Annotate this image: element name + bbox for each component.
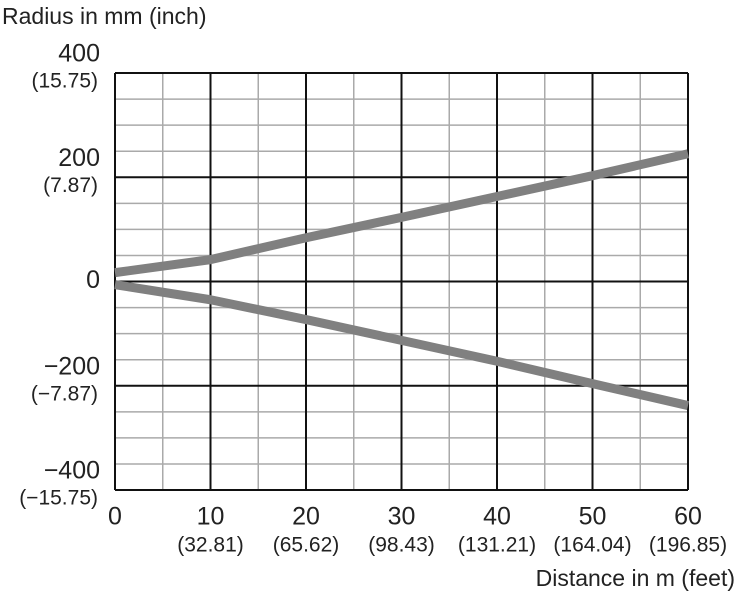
x-tick-label: 20 [292,503,320,531]
x-tick-label: 10 [197,503,225,531]
line-series [114,149,690,278]
x-tick-sublabel: (32.81) [177,534,244,557]
x-tick-label: 60 [674,503,702,531]
y-tick-label: −200 [44,352,100,380]
y-tick-label: 200 [58,144,100,172]
y-tick-sublabel: (−7.87) [31,382,98,405]
y-tick-label: −400 [44,457,100,485]
x-tick-sublabel: (131.21) [458,534,536,557]
y-tick-label: 400 [58,40,100,68]
x-tick-sublabel: (98.43) [368,534,435,557]
x-tick-label: 40 [483,503,511,531]
line-series [114,280,690,410]
x-tick-label: 0 [108,503,122,531]
x-tick-sublabel: (196.85) [649,534,727,557]
x-tick-sublabel: (65.62) [273,534,340,557]
x-tick-label: 30 [388,503,416,531]
y-tick-label: 0 [86,266,100,294]
y-tick-sublabel: (7.87) [43,174,98,197]
y-tick-sublabel: (−15.75) [19,487,98,510]
x-tick-label: 50 [579,503,607,531]
x-tick-sublabel: (164.04) [553,534,631,557]
x-axis-title: Distance in m (feet) [536,565,735,591]
y-tick-sublabel: (15.75) [31,70,98,93]
chart-title: Radius in mm (inch) [2,3,207,29]
